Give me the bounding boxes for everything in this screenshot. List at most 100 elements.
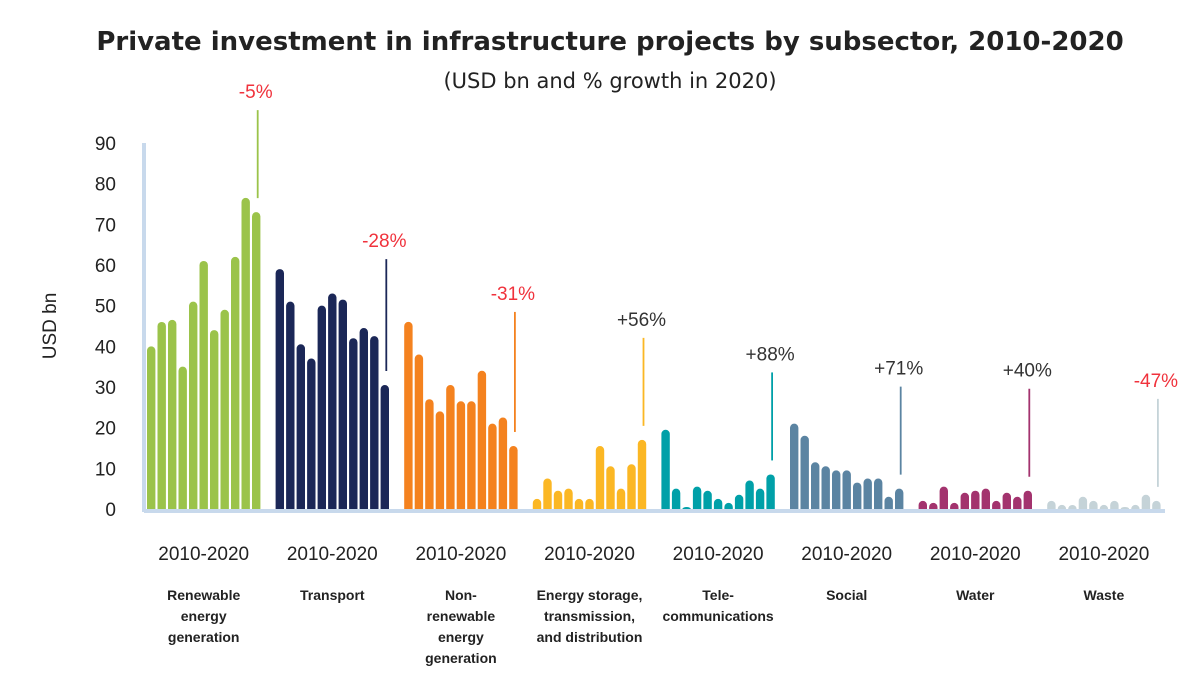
bar xyxy=(821,466,830,509)
category-label: Non- xyxy=(445,587,477,603)
bar xyxy=(1002,492,1011,509)
bar xyxy=(1078,496,1088,509)
period-label: 2010-2020 xyxy=(158,544,249,565)
bar xyxy=(414,354,424,509)
bar xyxy=(1131,504,1140,509)
bar xyxy=(918,500,927,509)
bar xyxy=(1099,504,1109,509)
category-label: Tele- xyxy=(702,587,734,603)
bar-group xyxy=(661,429,775,509)
bar xyxy=(1023,490,1032,509)
bar-group xyxy=(918,486,1032,509)
growth-label: +40% xyxy=(1003,361,1052,382)
y-tick-label: 10 xyxy=(95,459,116,480)
bar xyxy=(231,256,240,509)
bar xyxy=(724,502,733,509)
bar xyxy=(296,344,305,509)
bar xyxy=(790,423,799,509)
bar xyxy=(1089,500,1098,509)
bar xyxy=(661,429,670,509)
y-tick-label: 90 xyxy=(95,134,116,155)
period-label: 2010-2020 xyxy=(287,544,378,565)
bar xyxy=(456,401,466,509)
bar-group xyxy=(147,197,261,509)
y-tick-label: 50 xyxy=(95,297,116,318)
bar xyxy=(692,486,702,509)
bar xyxy=(929,502,938,509)
bar xyxy=(682,506,691,509)
bar xyxy=(435,411,445,509)
category-label: Renewable xyxy=(167,587,240,603)
period-label: 2010-2020 xyxy=(673,544,764,565)
bar-group xyxy=(532,439,647,509)
bar xyxy=(189,301,198,509)
period-label: 2010-2020 xyxy=(544,544,635,565)
bar xyxy=(317,305,326,509)
bar xyxy=(147,346,156,509)
bar xyxy=(210,330,219,509)
bar xyxy=(992,500,1001,509)
bar xyxy=(338,299,347,509)
bar xyxy=(595,445,605,509)
bar xyxy=(1110,500,1119,509)
chart-subtitle: (USD bn and % growth in 2020) xyxy=(443,69,776,93)
bar xyxy=(1120,506,1130,509)
bar xyxy=(275,269,284,509)
growth-label: -31% xyxy=(491,284,535,305)
bar xyxy=(252,212,261,509)
growth-label: -47% xyxy=(1134,371,1178,392)
bar xyxy=(543,478,552,509)
bar xyxy=(671,488,681,509)
bar xyxy=(1047,500,1056,509)
growth-label: +71% xyxy=(874,359,923,380)
growth-label: +56% xyxy=(617,310,666,331)
bar xyxy=(1152,500,1161,509)
category-label: generation xyxy=(168,629,240,645)
bar xyxy=(307,358,316,509)
bar-group xyxy=(790,423,904,509)
bar xyxy=(606,466,615,509)
y-tick-label: 60 xyxy=(95,256,116,277)
bar xyxy=(745,480,754,509)
bar xyxy=(1141,494,1151,509)
bar xyxy=(981,488,990,509)
bar xyxy=(328,293,337,509)
bar xyxy=(703,490,712,509)
category-label: communications xyxy=(662,608,773,624)
bar xyxy=(832,470,841,509)
category-label: Water xyxy=(956,587,995,603)
y-tick-label: 70 xyxy=(95,215,116,236)
bar xyxy=(1057,504,1067,509)
bar xyxy=(811,462,820,509)
bar xyxy=(286,301,295,509)
bar xyxy=(627,464,636,509)
bar xyxy=(220,309,229,509)
category-label: and distribution xyxy=(537,629,643,645)
bar xyxy=(446,384,455,509)
growth-label: +88% xyxy=(746,344,795,365)
growth-label: -28% xyxy=(362,231,406,252)
bar xyxy=(713,498,723,509)
growth-label: -5% xyxy=(239,82,273,103)
bar xyxy=(349,338,358,509)
category-label: energy xyxy=(181,608,227,624)
bar xyxy=(1068,504,1077,509)
y-tick-label: 80 xyxy=(95,175,116,196)
bar xyxy=(800,435,809,509)
bar xyxy=(168,319,177,509)
bar xyxy=(1013,496,1022,509)
y-tick-label: 40 xyxy=(95,337,116,358)
bar xyxy=(467,401,476,509)
bar xyxy=(509,445,518,509)
bar xyxy=(585,498,594,509)
bar xyxy=(939,486,948,509)
bar-group xyxy=(275,269,389,509)
bar xyxy=(477,370,487,509)
bar xyxy=(895,488,904,509)
bar xyxy=(380,384,389,509)
category-label: energy xyxy=(438,629,484,645)
bar xyxy=(564,488,573,509)
period-label: 2010-2020 xyxy=(1058,544,1149,565)
period-label: 2010-2020 xyxy=(930,544,1021,565)
